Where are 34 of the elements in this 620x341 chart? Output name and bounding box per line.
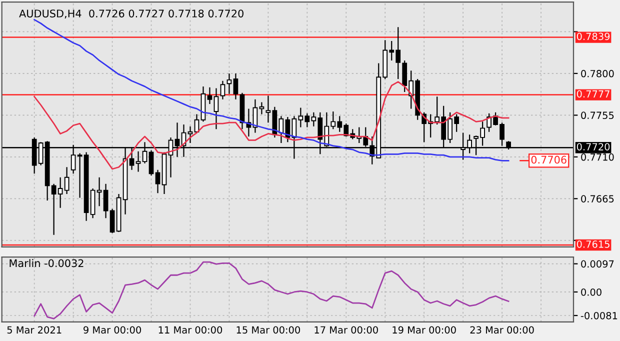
x-tick-label: 17 Mar 00:00 (314, 326, 378, 334)
x-tick-label: 9 Mar 00:00 (84, 326, 142, 334)
ref-line-label: 0.7777 (576, 90, 610, 98)
text: 0.7706 (531, 156, 566, 164)
x-tick-label: 5 Mar 2021 (7, 326, 62, 334)
y-tick-label: 0.7710 (581, 153, 614, 161)
y-tick-label: 0.7755 (581, 112, 614, 120)
candlestick (103, 183, 108, 219)
y-tick-label: -0.0081 (580, 312, 618, 320)
candlestick (226, 72, 232, 94)
candlestick (77, 152, 82, 198)
y-tick-label: 0.7800 (581, 70, 614, 78)
candlestick (207, 86, 212, 105)
y-tick-label: 0.0097 (581, 260, 614, 268)
chart-title: Marlin -0.0032 (10, 259, 84, 268)
candlestick (148, 150, 154, 176)
x-tick-label: 23 Mar 00:00 (470, 326, 534, 334)
text: AUDUSD,H4 0.7726 0.7727 0.7718 0.7720 (19, 10, 244, 19)
candlestick (155, 169, 160, 194)
x-tick-label: 11 Mar 00:00 (158, 326, 222, 334)
y-tick-label: 0.7665 (581, 195, 614, 202)
x-tick-label: 19 Mar 00:00 (392, 326, 456, 334)
candlestick (214, 88, 219, 130)
line-series (34, 18, 510, 162)
y-tick-label: 0.00 (581, 288, 602, 296)
ref-line-label: 0.7839 (576, 32, 610, 40)
candlestick (233, 72, 238, 100)
candlestick (266, 95, 271, 124)
candlestick (220, 80, 226, 100)
candlestick (110, 208, 115, 234)
x-tick-label: 15 Mar 00:00 (236, 326, 300, 334)
candlestick (136, 150, 141, 172)
ref-line-label: 0.7615 (576, 240, 610, 248)
ref-line-label: 0.7720 (576, 143, 610, 150)
